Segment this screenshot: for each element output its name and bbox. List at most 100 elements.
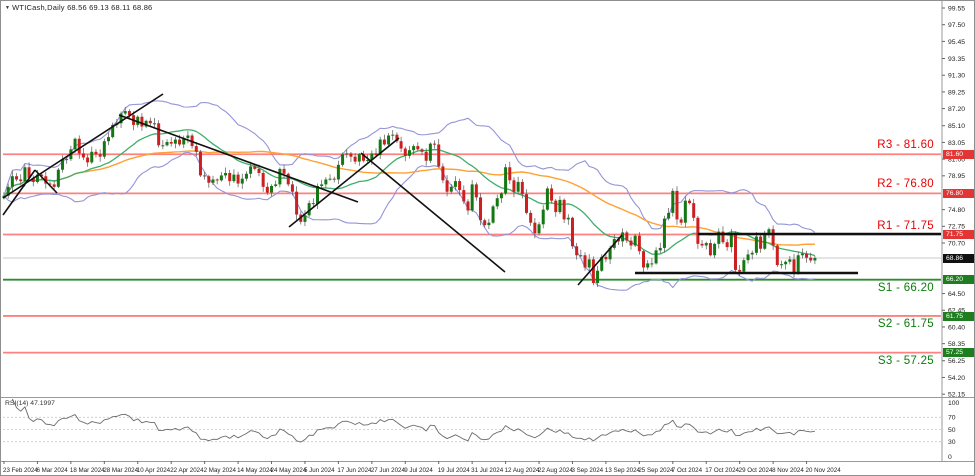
candle-up [387,135,391,145]
candle-down [474,184,478,198]
candle-down [771,229,775,246]
candle-up [6,186,10,196]
candle-down [253,166,257,169]
rsi-indicator-label: RSI(14) 47.1997 [5,400,55,407]
candle-up [717,231,721,244]
candle-down [679,219,683,223]
candle-down [127,111,131,116]
date-tick-label: 29 Oct 2024 [739,467,773,474]
candle-up [211,179,215,183]
candle-down [625,232,629,241]
candle-up [487,222,491,226]
level-label-s2: S2 - 61.75 [877,318,934,330]
candle-up [412,146,416,151]
candle-down [157,123,161,146]
candle-up [165,142,169,146]
price-tick-label: 95.45 [948,39,965,46]
candle-up [65,159,69,161]
candle-up [453,181,457,187]
candle-down [775,245,779,266]
candle-up [303,215,307,222]
level-label-r3: R3 - 81.60 [877,139,934,152]
candle-down [533,222,537,234]
candle-down [215,179,219,181]
candle-down [792,259,796,274]
candle-down [583,255,587,268]
price-tick-label: 72.75 [948,224,965,231]
rsi-axis-label: 50 [948,427,956,434]
candle-up [704,243,708,246]
candle-up [545,188,549,210]
candle-up [391,134,395,136]
candle-down [725,242,729,248]
candle-down [286,173,290,185]
candle-up [23,167,27,182]
date-tick-label: 3 Sep 2024 [571,467,603,474]
candle-down [550,188,554,201]
bollinger-lower-band [3,151,815,291]
candle-up [102,141,106,157]
candle-down [700,243,704,246]
candle-down [203,175,207,177]
candle-up [729,234,733,248]
candle-down [520,181,524,195]
candle-down [395,134,399,142]
candle-up [558,199,562,213]
candle-up [767,229,771,235]
candle-up [278,168,282,185]
rsi-axis-label: 100 [948,400,960,407]
candle-down [77,138,81,154]
candle-down [688,200,692,204]
candle-down [311,203,315,205]
candle-up [754,236,758,253]
candle-down [349,153,353,157]
candle-down [483,220,487,226]
date-tick-label: 28 Mar 2024 [103,467,138,474]
candle-up [516,181,520,192]
candle-down [445,180,449,192]
date-tick-label: 27 Jun 2024 [371,467,406,474]
candle-down [31,177,35,182]
candle-down [642,251,646,268]
candle-up [470,184,474,211]
date-tick-label: 18 Mar 2024 [70,467,105,474]
candle-down [48,183,52,185]
candle-down [529,212,533,223]
candle-up [90,151,94,163]
date-tick-label: 20 Nov 2024 [806,467,842,474]
candle-up [713,243,717,256]
price-tick-label: 56.25 [948,358,965,365]
candle-up [633,235,637,246]
price-tick-label: 89.25 [948,89,965,96]
candle-down [27,167,31,178]
candle-down [361,154,365,161]
candle-up [173,139,177,144]
candle-down [94,151,98,155]
price-tick-label: 74.80 [948,207,965,214]
level-label-r1: R1 - 71.75 [877,219,934,232]
date-tick-label: 17 Oct 2024 [705,467,739,474]
rsi-line [11,398,815,443]
candle-up [56,169,60,187]
candle-down [708,243,712,256]
candle-down [282,168,286,174]
level-label-s1: S1 - 66.20 [877,281,934,294]
candle-up [596,270,600,283]
date-tick-label: 12 Aug 2024 [505,467,540,474]
candle-down [424,151,428,161]
date-tick-label: 22 Apr 2024 [170,467,204,474]
symbol-name: WTICash,Daily [12,3,65,12]
date-tick-label: 22 Aug 2024 [538,467,573,474]
candle-down [416,146,420,150]
candle-up [587,259,591,268]
candle-down [575,246,579,256]
date-tick-label: 17 Jun 2024 [337,467,372,474]
candle-down [437,144,441,167]
trendline-4 [118,114,359,203]
trendline-7 [577,234,623,286]
price-axis: 99.55 97.50 95.45 93.35 91.30 89.25 87.20 85.10… [942,5,965,399]
candle-down [295,191,299,215]
candle-down [805,253,809,258]
candle-down [374,153,378,156]
